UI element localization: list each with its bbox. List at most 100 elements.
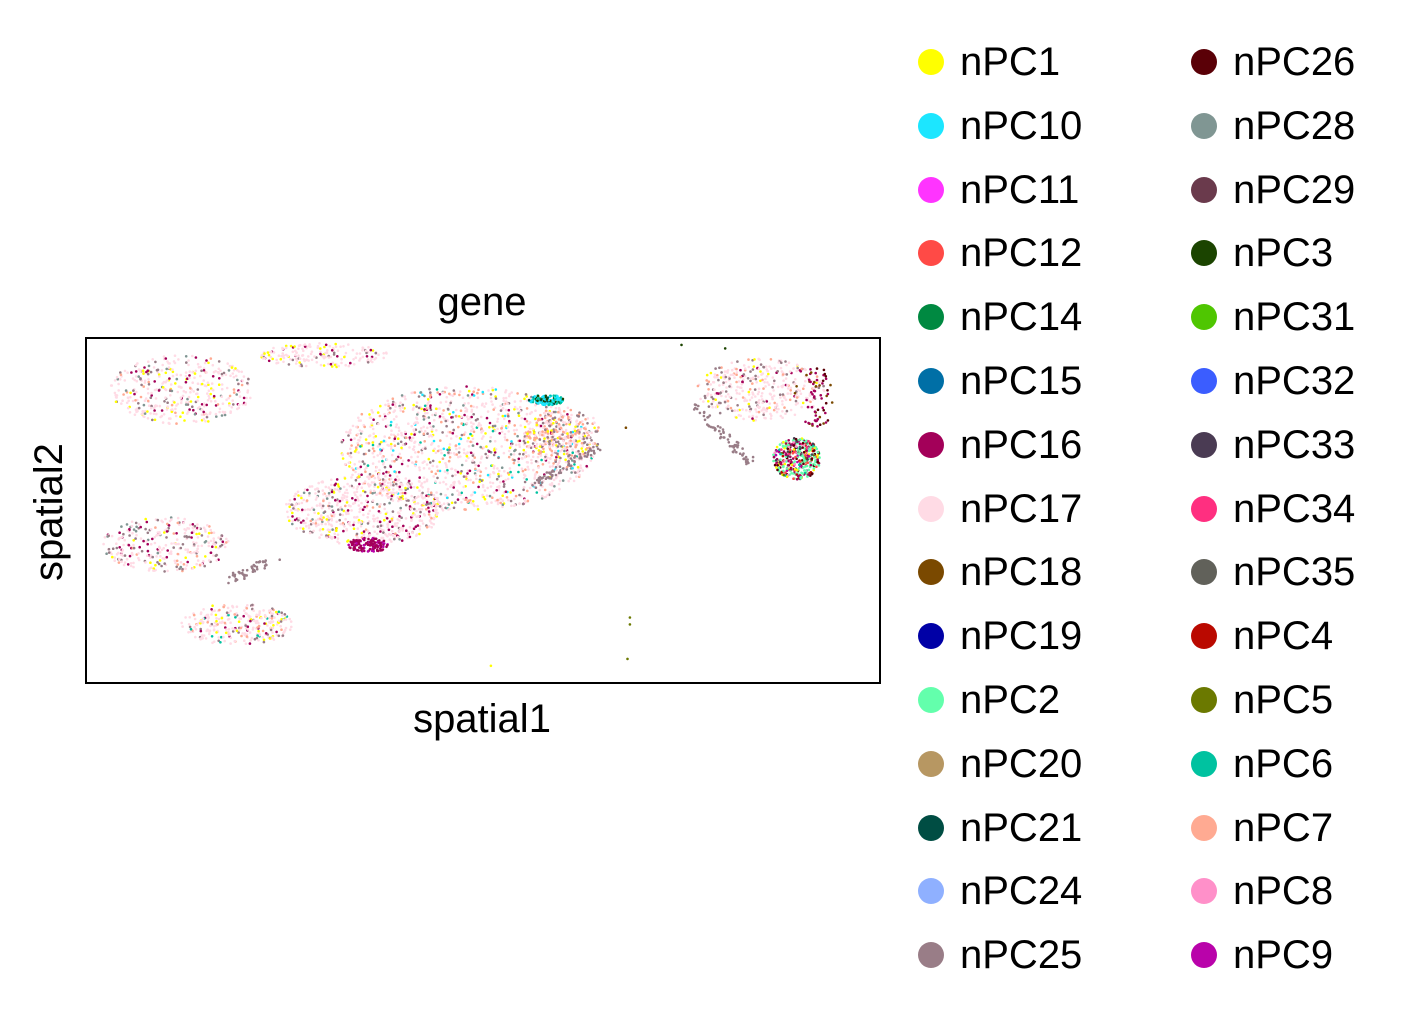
point-npc6 [556, 401, 559, 404]
point-npc17 [789, 408, 793, 412]
point-npc7 [525, 420, 529, 423]
point-npc7 [472, 390, 476, 394]
point-npc17 [110, 534, 114, 538]
point-npc17 [366, 475, 369, 479]
point-npc16 [398, 470, 401, 474]
point-npc17 [392, 418, 396, 421]
point-npc25 [533, 481, 537, 485]
point-npc9 [785, 469, 789, 473]
point-npc17 [448, 443, 452, 446]
point-npc17 [528, 421, 532, 424]
point-npc16 [382, 539, 386, 543]
point-npc1 [183, 419, 186, 422]
point-npc17 [531, 455, 535, 459]
point-npc25 [245, 568, 249, 572]
point-npc7 [404, 436, 408, 440]
point-npc17 [359, 357, 362, 360]
point-npc8 [773, 451, 777, 455]
point-npc26 [822, 408, 825, 412]
point-npc17 [470, 501, 473, 505]
point-npc16 [330, 490, 334, 494]
point-npc25 [172, 546, 175, 549]
point-npc25 [149, 396, 153, 400]
point-npc17 [534, 434, 537, 438]
point-npc6 [553, 398, 556, 402]
point-npc17 [559, 450, 562, 453]
point-npc17 [227, 396, 230, 400]
point-npc17 [352, 486, 355, 489]
point-npc17 [713, 388, 716, 392]
point-npc17 [742, 378, 745, 381]
point-npc7 [388, 436, 391, 440]
point-npc25 [771, 385, 774, 389]
point-npc7 [176, 552, 180, 556]
point-npc7 [233, 613, 236, 616]
point-npc17 [350, 476, 353, 479]
legend-item-npc29: nPC29 [1191, 158, 1355, 222]
point-npc17 [356, 497, 360, 501]
point-npc17 [152, 412, 156, 416]
point-npc17 [366, 358, 370, 361]
point-npc7 [544, 431, 547, 434]
point-npc7 [707, 388, 710, 391]
point-npc17 [455, 435, 458, 438]
point-npc17 [491, 481, 495, 485]
point-npc28 [562, 423, 565, 427]
point-npc17 [709, 393, 713, 397]
point-npc17 [380, 494, 384, 497]
point-npc17 [709, 383, 712, 386]
point-npc7 [477, 388, 480, 392]
point-npc1 [376, 411, 380, 414]
point-npc25 [154, 360, 157, 364]
point-npc7 [546, 432, 550, 435]
point-npc17 [238, 617, 241, 620]
point-npc17 [330, 523, 333, 527]
point-npc17 [490, 501, 493, 504]
point-npc17 [477, 422, 481, 425]
point-npc25 [548, 424, 552, 428]
point-npc25 [539, 483, 543, 487]
point-npc17 [158, 404, 162, 408]
point-npc1 [341, 457, 345, 460]
point-npc17 [258, 633, 262, 637]
point-npc17 [454, 473, 457, 477]
point-npc17 [421, 447, 425, 451]
point-npc17 [200, 562, 204, 566]
point-npc17 [524, 500, 527, 504]
point-npc1 [535, 423, 539, 427]
point-npc17 [418, 525, 422, 528]
point-npc25 [449, 401, 453, 405]
point-npc17 [294, 502, 298, 506]
point-npc17 [422, 476, 426, 480]
point-npc2 [816, 450, 820, 454]
point-npc17 [412, 499, 415, 502]
point-npc17 [135, 379, 139, 383]
point-npc17 [496, 417, 500, 421]
point-npc17 [333, 532, 337, 536]
point-npc1 [501, 494, 505, 498]
point-npc17 [513, 503, 516, 507]
point-npc25 [379, 484, 383, 487]
point-npc17 [507, 498, 510, 502]
point-npc16 [373, 537, 376, 541]
point-npc25 [523, 441, 527, 445]
point-npc25 [722, 381, 725, 385]
point-npc25 [134, 521, 138, 525]
point-npc33 [810, 453, 814, 456]
point-npc17 [202, 402, 206, 406]
point-npc25 [399, 440, 403, 444]
legend-item-npc20: nPC20 [918, 732, 1082, 796]
point-npc16 [301, 508, 304, 512]
point-npc17 [184, 390, 188, 394]
point-npc1 [491, 388, 495, 392]
point-npc1 [207, 531, 211, 535]
point-npc17 [196, 362, 200, 366]
point-npc17 [699, 397, 702, 401]
point-npc17 [530, 461, 533, 465]
point-npc25 [703, 418, 707, 422]
point-npc28 [312, 508, 316, 512]
point-npc17 [406, 464, 410, 468]
point-npc7 [222, 605, 225, 609]
point-npc26 [816, 408, 820, 412]
point-npc25 [199, 627, 202, 631]
